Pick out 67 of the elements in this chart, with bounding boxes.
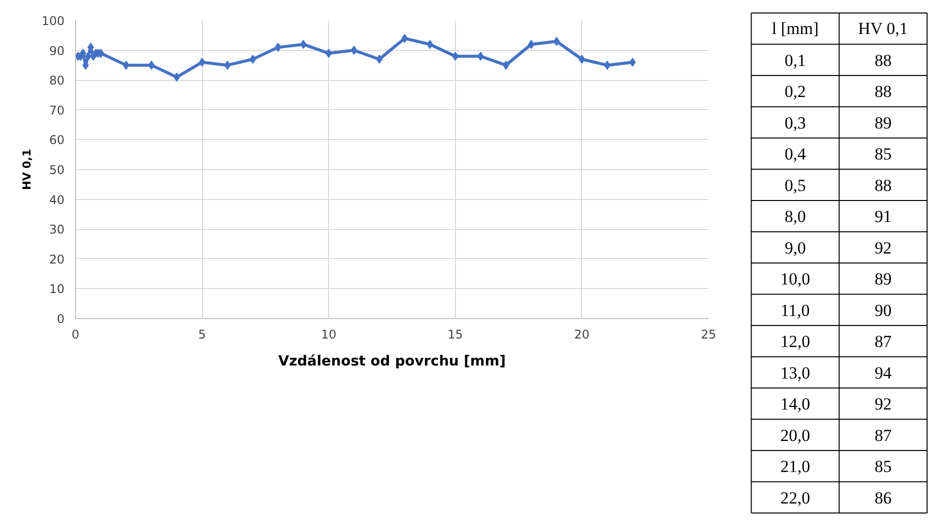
text: HV 0,1 [858,19,908,38]
text: 89 [874,113,892,132]
point [224,60,231,70]
y-tick-label: 0 [56,312,65,326]
point [578,54,586,64]
point [502,60,510,70]
point [376,54,383,64]
text: 85 [874,457,892,476]
text: 13,0 [780,363,810,382]
text: 92 [874,238,892,258]
x-tick-label: 20 [574,328,590,342]
x-tick-label: 0 [72,328,80,342]
point [122,60,130,70]
text: 92 [874,394,892,414]
y-tick-label: 10 [49,282,65,296]
point [84,52,92,61]
point [350,46,358,55]
y-tick-label: 80 [49,74,65,88]
text: 85 [874,144,892,164]
text: 94 [874,363,892,382]
point [401,34,408,43]
x-tick-label: 25 [700,328,716,342]
text: 91 [874,207,892,226]
y-tick-label: 40 [49,192,65,207]
x-axis-title: Vzdálenost od povrchu [mm] [278,354,506,370]
text: 14,0 [780,394,810,414]
text: 12,0 [780,332,810,352]
text: 10,0 [780,270,810,289]
y-axis-title: HV 0,1 [20,148,34,190]
point [148,60,155,70]
text: 11,0 [780,300,810,320]
point [426,40,434,49]
y-tick-label: 20 [49,252,65,266]
point [629,58,636,67]
text: 88 [874,82,892,102]
y-tick-label: 100 [42,14,64,28]
y-tick-label: 50 [49,163,65,177]
text: 87 [874,332,892,352]
point [553,36,560,46]
y-tick-label: 60 [49,133,65,148]
text: 21,0 [780,457,810,476]
point [274,42,282,52]
point [477,52,484,61]
x-tick-label: 15 [448,328,463,342]
text: 86 [874,488,892,508]
x-tick-label: 10 [321,328,336,342]
text: 0,2 [784,82,806,102]
text: 90 [874,300,892,320]
text: 8,0 [784,207,806,226]
text: 89 [874,270,892,289]
y-tick-label: 30 [49,222,65,237]
text: 22,0 [780,488,810,508]
point [300,40,307,49]
text: 0,1 [784,50,806,70]
text: l [mm] [772,19,819,38]
y-tick-label: 70 [49,103,65,118]
y-tick-label: 90 [49,44,65,58]
point [198,58,206,67]
text: 0,5 [784,176,806,195]
text: 88 [874,176,892,195]
text: 0,4 [784,144,806,164]
x-tick-label: 5 [198,328,206,342]
text: 87 [874,426,892,445]
text: 9,0 [784,238,806,258]
text: 88 [874,50,892,70]
text: 0,3 [784,113,806,132]
text: 20,0 [780,426,810,445]
